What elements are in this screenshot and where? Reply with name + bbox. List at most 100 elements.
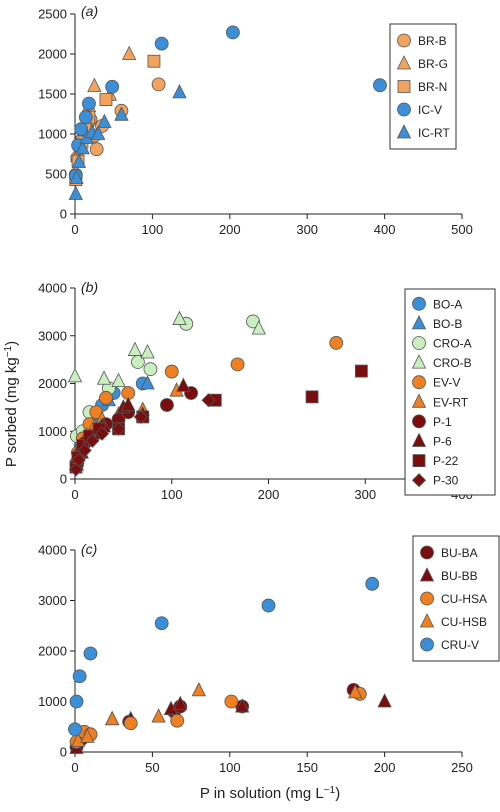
series-cro-b [67,310,266,388]
y-tick-label: 0 [60,207,67,222]
data-point [69,169,84,184]
data-point [77,443,92,458]
x-tick-label: 0 [71,760,78,775]
data-point [140,375,155,390]
data-point [348,684,363,699]
x-tick-label: 100 [142,222,164,237]
x-tick-label: 0 [71,487,78,502]
data-point [172,310,187,325]
data-point [151,77,166,92]
data-point [68,722,82,737]
data-point [72,669,87,684]
legend-label: CRO-A [433,337,472,351]
legend: BU-BA BU-BB CU-HSA CU-HSB CRU-V [412,535,500,662]
x-tick-label: 300 [354,487,376,502]
data-point [377,693,392,708]
legend-label: CRO-B [433,356,472,370]
y-tick-label: 2000 [38,47,67,62]
legend-marker [420,637,434,652]
y-axis-title: P sorbed (mg kg−1) [3,341,20,467]
y-tick-label: 1000 [38,127,67,142]
series-cru-v [68,576,380,737]
data-point [105,79,120,94]
x-tick-label: 150 [296,760,318,775]
y-tick-label: 2000 [38,644,67,659]
panel-a: 0 100 200 300 400 500 0 500 1000 1500 2000 2500 (a) B… [38,3,473,237]
y-tick-label: 1000 [38,424,67,439]
series-ic-v [68,25,387,183]
legend-label: CU-HSB [441,615,487,629]
data-point [95,426,110,441]
y-tick-label: 0 [60,745,67,760]
legend: BO-A BO-B CRO-A CRO-B EV-V EV-RT P-1 P-6 P-22 P-3… [404,288,496,496]
data-point [224,694,239,709]
legend-label: IC-V [418,103,442,117]
data-point [140,344,155,359]
series-ic-rt [68,84,187,200]
legend-marker [397,33,411,48]
data-point [154,616,169,631]
legend-marker [411,473,427,488]
legend-label: BU-BA [441,546,478,560]
y-tick-label: 0 [60,472,67,487]
data-point [67,367,83,383]
data-point [246,314,260,329]
data-point [127,341,143,356]
legend-marker [411,315,427,330]
legend-label: P-30 [433,474,459,488]
y-tick-label: 1500 [38,87,67,102]
data-point [133,409,148,424]
data-point [83,646,98,661]
y-tick-label: 2500 [38,7,67,22]
data-point [151,708,166,723]
panel-label: (a) [81,3,98,19]
data-point [173,695,188,710]
legend-label: CRU-V [441,638,479,652]
legend-marker [397,80,411,93]
legend-marker [397,102,411,117]
data-point [111,372,126,388]
x-tick-label: 200 [258,487,280,502]
data-point [89,142,104,157]
data-point [70,732,86,747]
legend-marker [411,393,427,408]
data-point [373,78,387,93]
data-point [191,681,206,697]
x-axis-title: P in solution (mg L−1) [200,785,340,802]
y-tick-label: 4000 [38,281,67,296]
data-point [69,694,84,709]
y-tick-label: 3000 [38,328,67,343]
legend-marker [411,432,427,447]
legend-label: BO-B [433,317,462,331]
y-tick-label: 1000 [38,694,67,709]
legend-label: BR-B [418,34,447,48]
data-point [71,153,87,168]
legend-label: BR-N [418,80,447,94]
data-point [160,398,174,412]
legend-label: IC-RT [418,126,450,140]
legend-marker [419,567,435,582]
x-tick-label: 400 [374,222,396,237]
data-point [261,598,276,613]
legend-label: EV-V [433,376,460,390]
legend-marker [412,375,426,390]
data-point [74,122,89,137]
data-point [91,125,106,140]
legend-label: BO-A [433,297,462,311]
panel-label: (b) [81,279,98,295]
series-cu-hsb [70,681,363,747]
panel-b: 010020030040001000200030004000(b)BO-ABO-… [38,279,496,502]
legend-label: P-1 [433,415,452,429]
x-tick-label: 0 [71,222,78,237]
data-point [121,396,136,411]
data-point [99,93,113,106]
data-point [225,25,240,40]
y-tick-label: 2000 [38,376,67,391]
data-point [164,364,179,379]
data-point [251,320,266,335]
data-point [75,140,90,155]
data-point [170,713,185,728]
series-p-30 [68,393,216,477]
data-point [87,77,102,92]
